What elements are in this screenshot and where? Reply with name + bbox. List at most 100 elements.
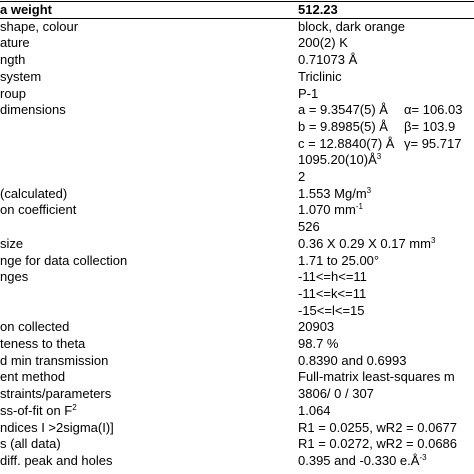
row-value: a = 9.3547(5) Å xyxy=(298,102,388,118)
row-value: R1 = 0.0272, wR2 = 0.0686 xyxy=(298,436,457,452)
row-label: s (all data) xyxy=(0,436,61,452)
value-text: 0.8390 and 0.6993 xyxy=(298,352,407,368)
label-text: ss-of-fit on F xyxy=(0,402,73,418)
value-text: R1 = 0.0272, wR2 = 0.0686 xyxy=(298,436,458,452)
value-text: 0.71073 Å xyxy=(298,52,358,68)
row-label: a weight xyxy=(0,2,52,18)
label-text: (calculated) xyxy=(0,185,68,201)
value-text: 1.553 Mg/m xyxy=(298,185,367,201)
row-label: ent method xyxy=(0,369,65,385)
value-text: 1.71 to 25.00° xyxy=(298,252,380,268)
row-value: Triclinic xyxy=(298,69,342,85)
value-text: 0.395 and -0.330 e.Å xyxy=(298,452,420,468)
row-label: nge for data collection xyxy=(0,253,127,269)
label-text: straints/parameters xyxy=(0,386,112,402)
value-text: P-1 xyxy=(298,85,319,101)
value-text: 0.36 X 0.29 X 0.17 mm xyxy=(298,235,431,251)
label-text: diff. peak and holes xyxy=(0,452,113,468)
value-superscript: 3 xyxy=(376,152,382,162)
value-text: -15<=l<=15 xyxy=(298,302,365,318)
row-label: (calculated) xyxy=(0,186,67,202)
row-value: block, dark orange xyxy=(298,19,405,35)
row-value: 1.064 xyxy=(298,403,331,419)
row-value: 200(2) K xyxy=(298,35,348,51)
row-value: 0.71073 Å xyxy=(298,52,357,68)
label-text: on coefficient xyxy=(0,202,77,218)
row-label: diff. peak and holes xyxy=(0,453,113,469)
label-text: ature xyxy=(0,35,30,51)
value-superscript: -3 xyxy=(419,452,427,462)
label-text: ndices I >2sigma(I)] xyxy=(0,419,114,435)
row-value: 0.395 and -0.330 e.Å-3 xyxy=(298,453,427,469)
row-label: roup xyxy=(0,86,26,102)
row-label: ndices I >2sigma(I)] xyxy=(0,420,114,436)
row-value: 0.8390 and 0.6993 xyxy=(298,353,406,369)
row-value: -11<=h<=11 xyxy=(298,269,367,285)
row-value: 512.23 xyxy=(298,2,338,18)
label-text: roup xyxy=(0,85,27,101)
row-value: 98.7 % xyxy=(298,336,338,352)
row-value: c = 12.8840(7) Å xyxy=(298,136,394,152)
row-value: P-1 xyxy=(298,86,318,102)
value-text: 2 xyxy=(298,169,306,184)
top-rule xyxy=(0,1,474,2)
value-superscript: -1 xyxy=(355,202,363,212)
value-text: -11<=h<=11 xyxy=(298,269,367,285)
value-text: c = 12.8840(7) Å xyxy=(298,135,395,151)
label-text: a weight xyxy=(0,2,53,17)
label-superscript: 2 xyxy=(72,402,77,412)
label-text: dimensions xyxy=(0,102,66,118)
value-text: 200(2) K xyxy=(298,35,348,51)
row-value: Full-matrix least-squares m xyxy=(298,369,455,385)
label-text: d min transmission xyxy=(0,352,109,368)
value-superscript: 3 xyxy=(430,235,436,245)
row-label: d min transmission xyxy=(0,353,108,369)
row-value: -15<=l<=15 xyxy=(298,303,365,319)
row-value: 526 xyxy=(298,219,320,235)
label-text: nge for data collection xyxy=(0,252,128,268)
value-text: 1095.20(10)Å xyxy=(298,152,377,168)
label-text: system xyxy=(0,68,42,84)
value-text: 1.064 xyxy=(298,402,331,418)
value-text: Full-matrix least-squares m xyxy=(298,369,455,385)
label-text: ngth xyxy=(0,52,26,68)
label-text: s (all data) xyxy=(0,436,61,452)
value-text: 526 xyxy=(298,219,320,235)
row-label: size xyxy=(0,236,23,252)
cell-angle: β= 103.9 xyxy=(404,118,456,134)
value-text: 3806/ 0 / 307 xyxy=(298,386,374,402)
row-label: shape, colour xyxy=(0,19,78,35)
header-rule xyxy=(0,18,474,19)
row-value: 1095.20(10)Å3 xyxy=(298,152,381,168)
row-label: dimensions xyxy=(0,102,66,118)
label-text: ent method xyxy=(0,369,66,385)
row-label: on coefficient xyxy=(0,202,76,218)
row-value: R1 = 0.0255, wR2 = 0.0677 xyxy=(298,420,457,436)
label-text: size xyxy=(0,235,24,251)
row-value: 2 xyxy=(298,169,305,185)
label-text: teness to theta xyxy=(0,336,86,351)
row-value: b = 9.8985(5) Å xyxy=(298,119,388,135)
value-superscript: 3 xyxy=(366,185,372,195)
row-value: 20903 xyxy=(298,319,334,335)
value-text: 20903 xyxy=(298,319,335,335)
row-value: 1.553 Mg/m3 xyxy=(298,186,371,202)
label-text: nges xyxy=(0,269,29,285)
value-text: R1 = 0.0255, wR2 = 0.0677 xyxy=(298,419,458,435)
row-value: 0.36 X 0.29 X 0.17 mm3 xyxy=(298,236,435,252)
value-text: 98.7 % xyxy=(298,336,339,351)
row-label: system xyxy=(0,69,41,85)
value-text: block, dark orange xyxy=(298,18,405,34)
value-text: a = 9.3547(5) Å xyxy=(298,102,388,118)
row-label: on collected xyxy=(0,319,69,335)
row-label: ature xyxy=(0,35,30,51)
row-value: 1.070 mm-1 xyxy=(298,202,363,218)
value-text: 1.070 mm xyxy=(298,202,356,218)
value-text: Triclinic xyxy=(298,68,342,84)
row-value: 3806/ 0 / 307 xyxy=(298,386,374,402)
row-label: ss-of-fit on F2 xyxy=(0,403,77,419)
value-text: -11<=k<=11 xyxy=(298,285,367,301)
row-label: straints/parameters xyxy=(0,386,111,402)
row-label: teness to theta xyxy=(0,336,85,352)
